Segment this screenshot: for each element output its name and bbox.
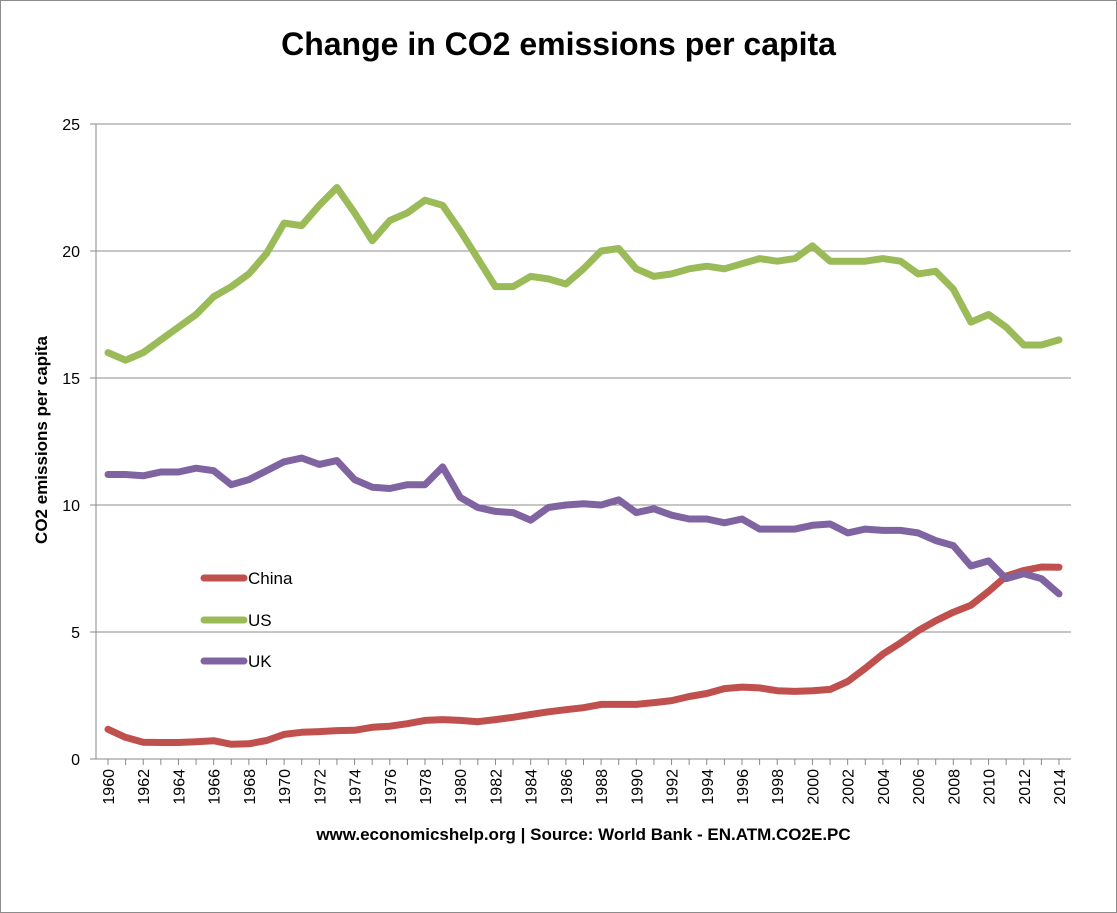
series-line-us <box>104 184 1063 364</box>
x-tick-label: 1982 <box>488 769 505 805</box>
x-tick-label: 1992 <box>665 769 682 805</box>
x-tick-label: 2010 <box>982 769 999 805</box>
x-tick-label: 1968 <box>242 769 259 805</box>
x-tick-label: 1990 <box>629 769 646 805</box>
x-tick-label: 1980 <box>453 769 470 805</box>
y-tick-label: 0 <box>71 752 80 769</box>
x-tick-label: 2000 <box>805 769 822 805</box>
x-tick-label: 1964 <box>171 769 188 805</box>
x-tick-label: 1978 <box>418 769 435 805</box>
x-tick-label: 1996 <box>735 769 752 805</box>
x-tick-label: 1986 <box>559 769 576 805</box>
series-line-china <box>104 563 1063 748</box>
x-tick-label: 1994 <box>700 769 717 805</box>
x-tick-label: 1966 <box>207 769 224 805</box>
legend-label-uk: UK <box>248 652 272 671</box>
x-tick-label: 1984 <box>524 769 541 805</box>
y-tick-label: 15 <box>62 371 80 388</box>
x-tick-label: 2002 <box>841 769 858 805</box>
x-tick-label: 2008 <box>946 769 963 805</box>
y-tick-label: 5 <box>71 625 80 642</box>
legend-label-us: US <box>248 611 272 630</box>
x-tick-label: 2004 <box>876 769 893 805</box>
x-tick-label: 1962 <box>136 769 153 805</box>
x-tick-label: 1998 <box>770 769 787 805</box>
x-tick-label: 1970 <box>277 769 294 805</box>
y-tick-label: 25 <box>62 117 80 134</box>
x-tick-label: 1976 <box>383 769 400 805</box>
x-tick-label: 2012 <box>1017 769 1034 805</box>
x-tick-label: 2014 <box>1052 769 1069 805</box>
legend-label-china: China <box>248 569 293 588</box>
x-tick-label: 2006 <box>911 769 928 805</box>
series-line-uk <box>104 454 1063 598</box>
x-tick-label: 1972 <box>312 769 329 805</box>
x-axis-label: www.economicshelp.org | Source: World Ba… <box>316 825 851 844</box>
x-tick-label: 1988 <box>594 769 611 805</box>
x-tick-label: 1974 <box>348 769 365 805</box>
chart-title: Change in CO2 emissions per capita <box>281 26 836 62</box>
y-tick-label: 10 <box>62 498 80 515</box>
y-tick-label: 20 <box>62 244 80 261</box>
x-tick-label: 1960 <box>101 769 118 805</box>
